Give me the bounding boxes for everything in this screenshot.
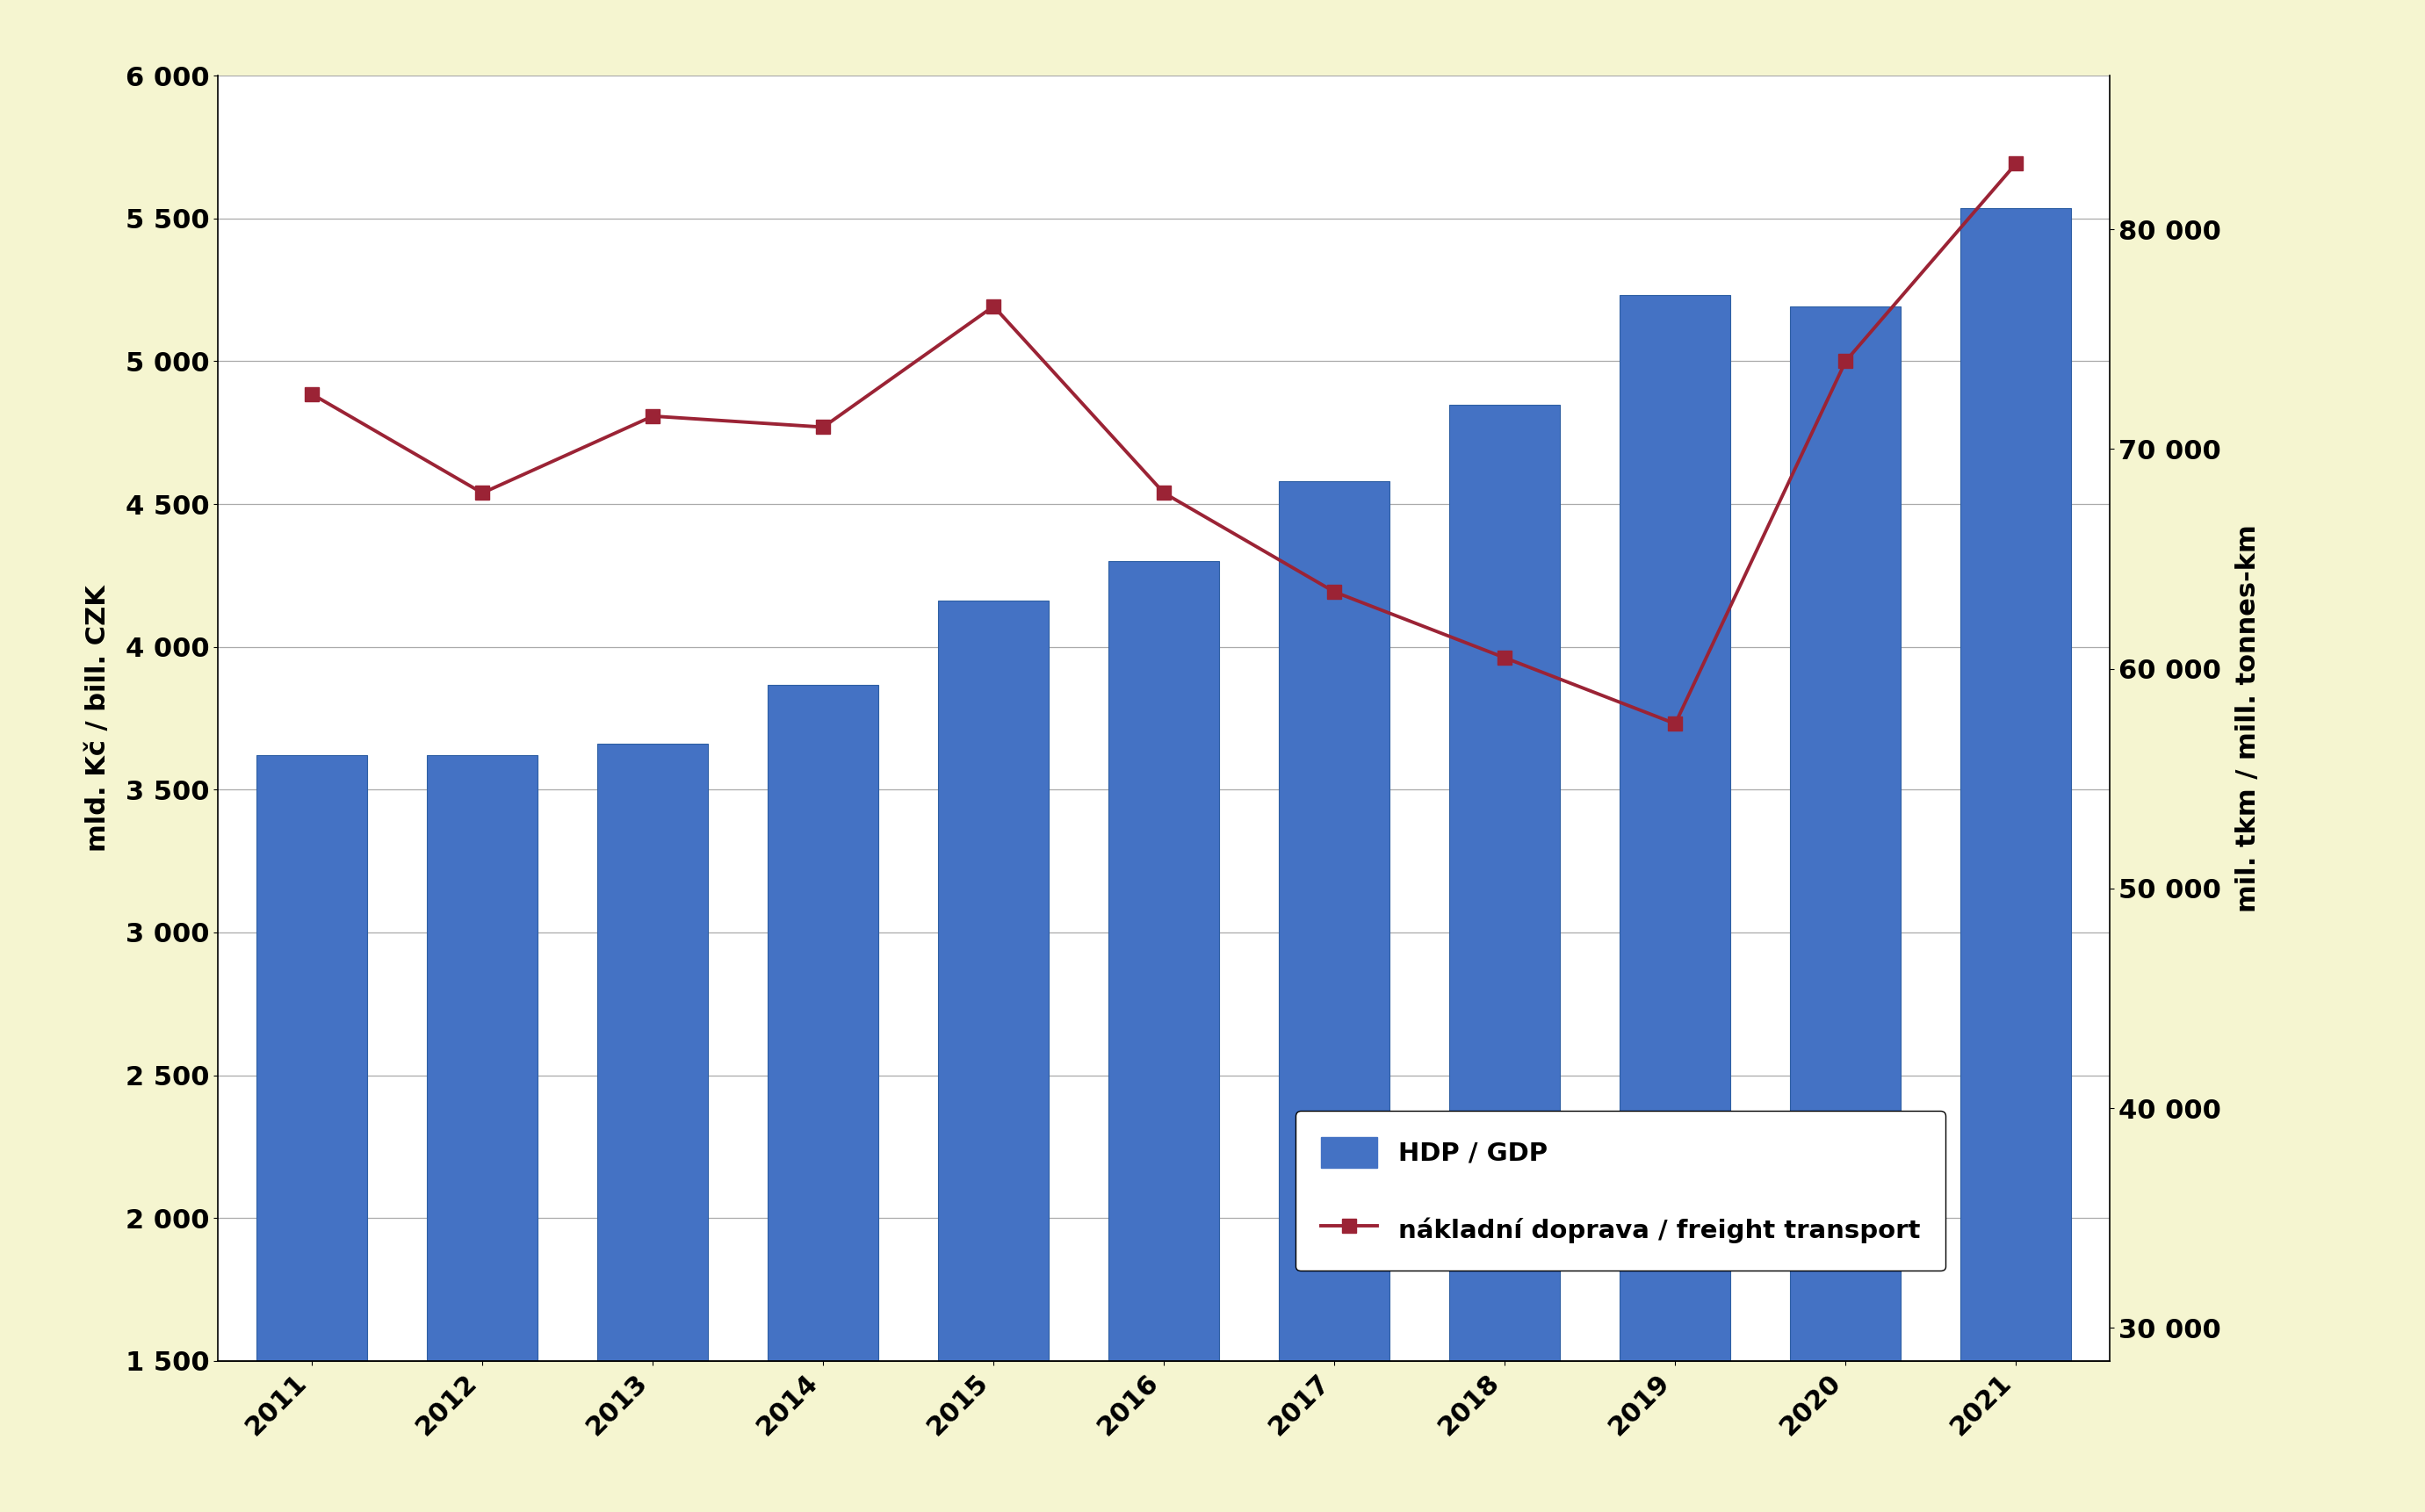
Y-axis label: mld. Kč / bill. CZK: mld. Kč / bill. CZK bbox=[85, 585, 112, 851]
Bar bbox=[427, 754, 538, 1512]
Bar bbox=[597, 744, 708, 1512]
Bar bbox=[1278, 481, 1390, 1512]
Bar bbox=[1962, 209, 2071, 1512]
Bar bbox=[1450, 405, 1559, 1512]
Legend: HDP / GDP, nákladní doprava / freight transport: HDP / GDP, nákladní doprava / freight tr… bbox=[1295, 1111, 1945, 1272]
Bar bbox=[257, 754, 366, 1512]
Bar bbox=[938, 600, 1050, 1512]
Y-axis label: mil. tkm / mill. tonnes-km: mil. tkm / mill. tonnes-km bbox=[2236, 525, 2260, 912]
Bar bbox=[769, 685, 878, 1512]
Bar bbox=[1790, 307, 1901, 1512]
Bar bbox=[1620, 295, 1731, 1512]
Bar bbox=[1108, 561, 1220, 1512]
